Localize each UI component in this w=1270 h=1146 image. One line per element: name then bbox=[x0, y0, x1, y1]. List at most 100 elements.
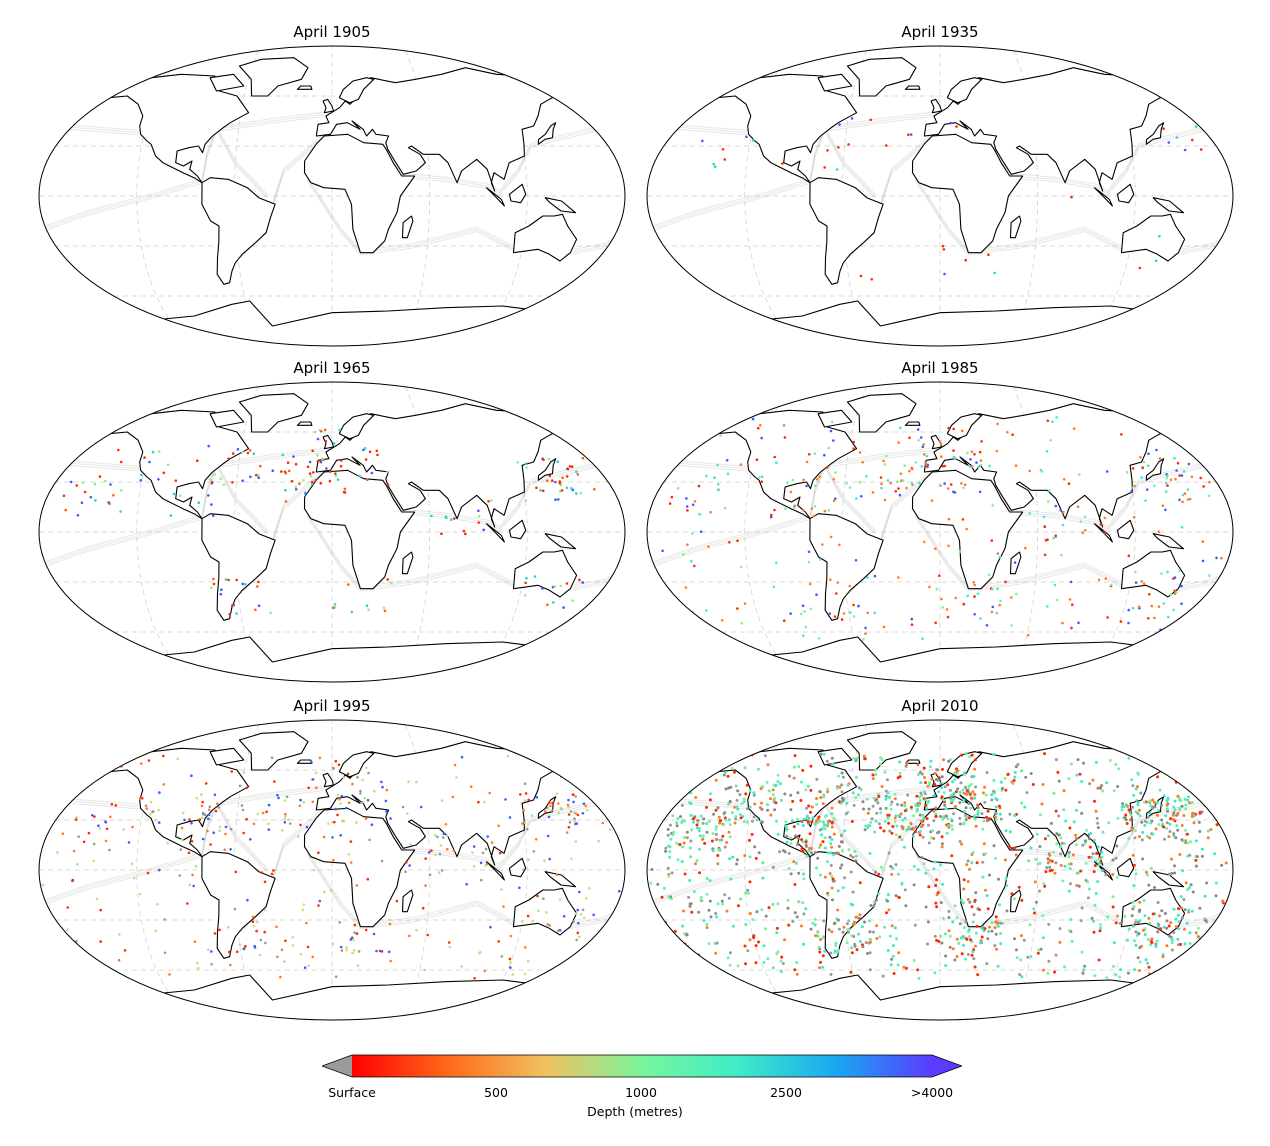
observation-point bbox=[995, 947, 998, 951]
observation-point bbox=[1188, 497, 1192, 501]
observation-point bbox=[943, 272, 946, 276]
observation-point bbox=[1028, 469, 1031, 473]
observation-point bbox=[1147, 883, 1151, 887]
observation-point bbox=[694, 796, 698, 799]
map-boundary bbox=[646, 45, 1234, 347]
ship-track bbox=[499, 812, 554, 868]
observation-point bbox=[1176, 461, 1180, 465]
observation-point bbox=[1017, 885, 1021, 889]
observation-point bbox=[985, 771, 989, 775]
observation-point bbox=[216, 802, 219, 805]
observation-point bbox=[796, 791, 800, 795]
observation-point bbox=[1130, 490, 1133, 493]
observation-point bbox=[873, 830, 877, 834]
observation-point bbox=[1161, 504, 1165, 507]
observation-point bbox=[1215, 556, 1218, 560]
observation-point bbox=[1126, 938, 1130, 942]
observation-point bbox=[1036, 951, 1040, 955]
observation-point bbox=[780, 955, 784, 959]
observations bbox=[41, 754, 621, 980]
observation-point bbox=[516, 461, 519, 464]
observation-point bbox=[851, 791, 855, 795]
observation-point bbox=[1184, 807, 1188, 811]
observation-point bbox=[979, 617, 982, 620]
observation-point bbox=[75, 484, 78, 487]
observation-point bbox=[306, 465, 310, 469]
observation-point bbox=[969, 458, 972, 461]
observation-point bbox=[1158, 788, 1162, 792]
observation-point bbox=[850, 117, 854, 120]
observation-point bbox=[940, 775, 944, 779]
observation-point bbox=[556, 754, 559, 757]
observation-point bbox=[246, 898, 249, 902]
observation-point bbox=[242, 947, 246, 951]
observation-point bbox=[1174, 477, 1177, 481]
observation-point bbox=[1172, 811, 1176, 815]
observation-point bbox=[932, 867, 936, 871]
observation-point bbox=[1063, 965, 1067, 969]
observation-point bbox=[973, 965, 977, 969]
observation-point bbox=[950, 817, 954, 821]
observation-point bbox=[696, 820, 700, 824]
observation-point bbox=[1029, 772, 1033, 775]
observation-point bbox=[283, 799, 287, 802]
observation-point bbox=[581, 581, 585, 584]
observation-point bbox=[1142, 800, 1146, 804]
observation-point bbox=[1176, 828, 1180, 832]
observation-point bbox=[1127, 808, 1131, 812]
observation-point bbox=[1166, 797, 1170, 801]
observation-point bbox=[996, 964, 1000, 968]
observation-point bbox=[870, 278, 874, 281]
observation-point bbox=[833, 921, 837, 925]
ship-track bbox=[824, 805, 876, 873]
observation-point bbox=[1008, 845, 1012, 849]
observation-point bbox=[1137, 835, 1141, 839]
observation-point bbox=[508, 816, 512, 819]
observation-point bbox=[851, 855, 855, 859]
landmass-baffin bbox=[209, 747, 245, 766]
observation-point bbox=[783, 436, 787, 439]
observation-point bbox=[304, 492, 308, 496]
landmass-borneo bbox=[1116, 183, 1135, 204]
ship-track bbox=[809, 467, 826, 520]
observation-point bbox=[388, 922, 392, 926]
observation-point bbox=[880, 758, 884, 762]
observation-point bbox=[940, 795, 944, 799]
observation-point bbox=[689, 813, 693, 817]
observation-point bbox=[883, 819, 887, 823]
observation-point bbox=[933, 860, 937, 864]
observation-point bbox=[1038, 845, 1042, 848]
observation-point bbox=[1096, 880, 1100, 884]
observation-point bbox=[800, 820, 804, 824]
observation-point bbox=[700, 970, 703, 974]
observation-point bbox=[823, 846, 827, 850]
observation-point bbox=[709, 915, 713, 919]
observation-point bbox=[190, 822, 193, 825]
observation-point bbox=[1058, 940, 1062, 944]
observation-point bbox=[1020, 975, 1024, 979]
observation-point bbox=[686, 780, 690, 784]
ship-track bbox=[41, 178, 203, 228]
observation-point bbox=[766, 763, 770, 767]
ship-track bbox=[216, 790, 325, 806]
ship-track bbox=[360, 228, 515, 254]
observation-point bbox=[1206, 836, 1210, 840]
observation-point bbox=[918, 481, 921, 485]
observation-point bbox=[715, 837, 719, 841]
observation-point bbox=[865, 475, 868, 478]
observation-point bbox=[267, 828, 271, 831]
observation-point bbox=[922, 453, 926, 456]
observation-point bbox=[806, 784, 810, 788]
observation-point bbox=[323, 890, 326, 894]
observation-point bbox=[1146, 961, 1150, 965]
observation-point bbox=[728, 800, 732, 804]
observation-point bbox=[850, 934, 854, 938]
observation-point bbox=[1155, 939, 1159, 943]
observation-point bbox=[743, 766, 747, 770]
observation-point bbox=[1010, 624, 1013, 627]
observation-point bbox=[947, 929, 951, 933]
observation-point bbox=[1048, 859, 1052, 862]
observation-point bbox=[1156, 930, 1160, 934]
observation-point bbox=[209, 843, 212, 846]
observation-point bbox=[962, 887, 966, 891]
